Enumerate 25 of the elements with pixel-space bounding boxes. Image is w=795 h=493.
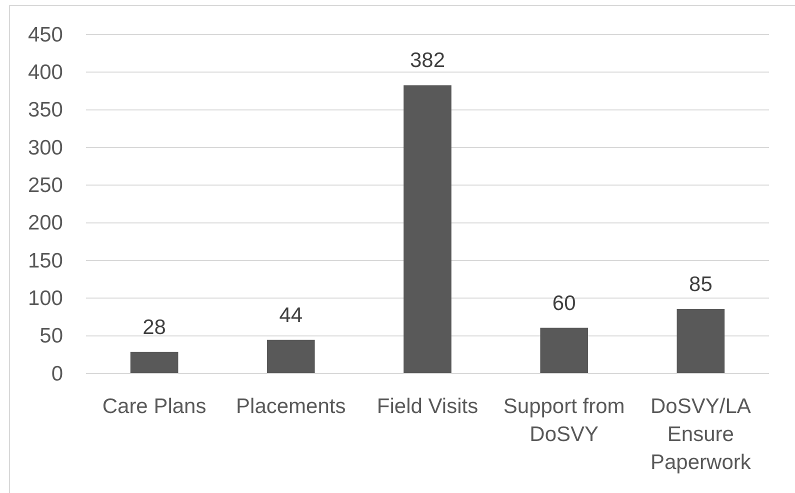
y-tick-label: 150 (28, 249, 63, 272)
bar (540, 328, 588, 373)
y-tick-label: 400 (28, 61, 63, 84)
data-label: 85 (689, 272, 712, 296)
x-tick-label: Support from DoSVY (503, 395, 625, 446)
x-tick-label: Care Plans (102, 395, 206, 418)
y-tick-label: 200 (28, 212, 63, 235)
y-tick-label: 50 (40, 324, 63, 348)
x-tick-label: DoSVY/LA Ensure Paperwork (650, 395, 752, 474)
y-tick-label: 250 (28, 174, 63, 198)
x-tick-label: Placements (236, 395, 346, 418)
data-label: 44 (279, 304, 303, 327)
bar (404, 85, 452, 373)
data-label: 382 (410, 49, 446, 72)
bar (130, 352, 178, 373)
y-tick-label: 450 (28, 23, 63, 46)
bar (676, 308, 725, 373)
y-tick-label: 0 (51, 362, 63, 386)
y-tick-label: 100 (28, 287, 63, 310)
data-label: 28 (142, 316, 166, 339)
x-tick-label: Field Visits (376, 395, 478, 418)
bar (266, 340, 315, 373)
data-label: 60 (552, 292, 576, 315)
y-tick-label: 350 (28, 98, 63, 122)
y-tick-label: 300 (28, 136, 63, 160)
